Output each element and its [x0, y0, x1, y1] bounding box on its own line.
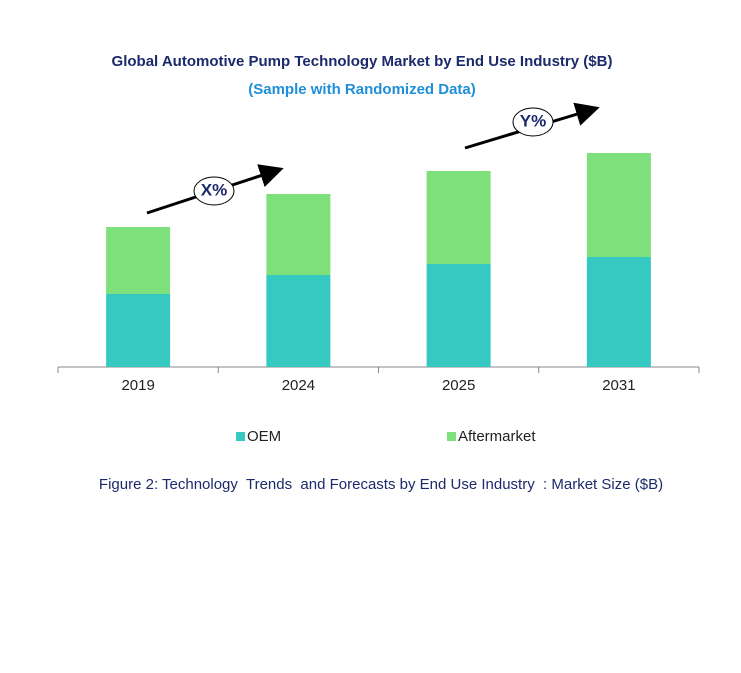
x-tick-label: 2019: [121, 377, 154, 394]
x-tick-label: 2024: [282, 377, 315, 394]
x-tick-label: 2031: [602, 377, 635, 394]
annotation-bubble: [193, 176, 235, 206]
legend-label: OEM: [247, 428, 281, 445]
annotation-bubble: [512, 107, 554, 137]
chart-subtitle: (Sample with Randomized Data): [248, 81, 476, 98]
caption: Figure 2: Technology Trends and Forecast…: [99, 476, 663, 493]
legend-label: Aftermarket: [458, 428, 536, 445]
legend-swatch: [236, 432, 245, 441]
bar-segment: [586, 257, 651, 367]
bar-segment: [426, 264, 491, 367]
annotation: X%: [201, 180, 227, 199]
bar-segment: [586, 153, 651, 257]
bar-segment: [426, 171, 491, 264]
x-tick-label: 2025: [442, 377, 475, 394]
bar-segment: [106, 294, 171, 367]
bar-segment: [106, 227, 171, 294]
bar-segment: [266, 275, 331, 367]
annotation: Y%: [520, 111, 546, 130]
chart-title: Global Automotive Pump Technology Market…: [112, 53, 613, 70]
bar-segment: [266, 194, 331, 275]
legend-swatch: [447, 432, 456, 441]
